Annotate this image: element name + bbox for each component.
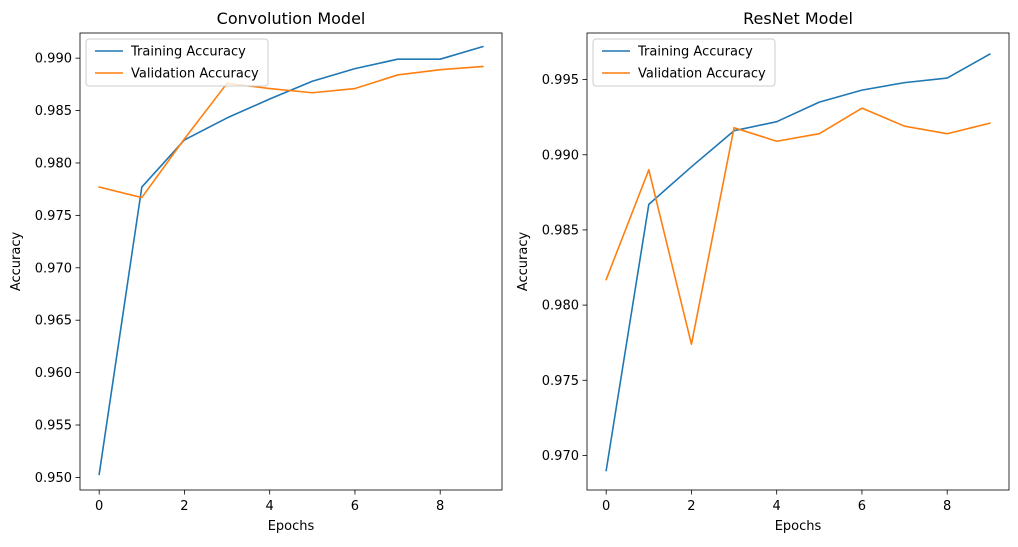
y-tick-label: 0.985: [542, 223, 579, 238]
legend-box: [592, 38, 776, 87]
x-tick-label: 0: [602, 499, 610, 514]
y-tick-label: 0.960: [35, 366, 72, 381]
legend-label: Validation Accuracy: [638, 67, 766, 82]
resnet-model-panel: ResNet Model Epochs Accuracy 0 2 4 6 8 0.970 0…: [516, 9, 1010, 534]
y-tick-label: 0.970: [542, 449, 579, 464]
legend-label: Training Accuracy: [637, 45, 753, 60]
x-tick-label: 8: [943, 499, 951, 514]
plot-area-frame: [586, 32, 1010, 491]
series-line-training: [605, 52, 991, 472]
x-tick-label: 4: [266, 499, 274, 514]
x-tick-label: 4: [773, 499, 781, 514]
y-tick-label: 0.995: [542, 73, 579, 88]
plot-area-frame: [79, 32, 503, 491]
x-tick-label: 2: [180, 499, 188, 514]
y-tick-label: 0.990: [35, 52, 72, 67]
y-tick-label: 0.975: [35, 209, 72, 224]
y-axis-label: Accuracy: [9, 232, 24, 292]
legend: Training Accuracy Validation Accuracy: [592, 38, 776, 87]
y-tick-label: 0.980: [35, 156, 72, 171]
legend-label: Validation Accuracy: [131, 67, 259, 82]
legend: Training Accuracy Validation Accuracy: [85, 38, 269, 87]
x-tick-label: 0: [95, 499, 103, 514]
legend-box: [85, 38, 269, 87]
y-tick-label: 0.955: [35, 419, 72, 434]
convolution-model-panel: Convolution Model Epochs Accuracy 0 2 4 6 8 0…: [9, 9, 503, 534]
chart-title: Convolution Model: [217, 9, 366, 28]
x-tick-label: 2: [687, 499, 695, 514]
x-tick-label: 6: [858, 499, 866, 514]
y-tick-label: 0.980: [542, 299, 579, 314]
y-tick-label: 0.985: [35, 104, 72, 119]
x-axis-label: Epochs: [775, 519, 822, 534]
series-line-validation: [605, 107, 991, 345]
x-tick-label: 6: [351, 499, 359, 514]
y-tick-label: 0.950: [35, 471, 72, 486]
x-tick-label: 8: [436, 499, 444, 514]
series-line-validation: [98, 65, 484, 199]
legend-label: Training Accuracy: [130, 45, 246, 60]
x-axis-label: Epochs: [268, 519, 315, 534]
y-axis-label: Accuracy: [516, 232, 531, 292]
chart-title: ResNet Model: [743, 9, 853, 28]
y-tick-label: 0.990: [542, 148, 579, 163]
y-tick-label: 0.965: [35, 314, 72, 329]
y-tick-label: 0.970: [35, 261, 72, 276]
y-tick-label: 0.975: [542, 374, 579, 389]
